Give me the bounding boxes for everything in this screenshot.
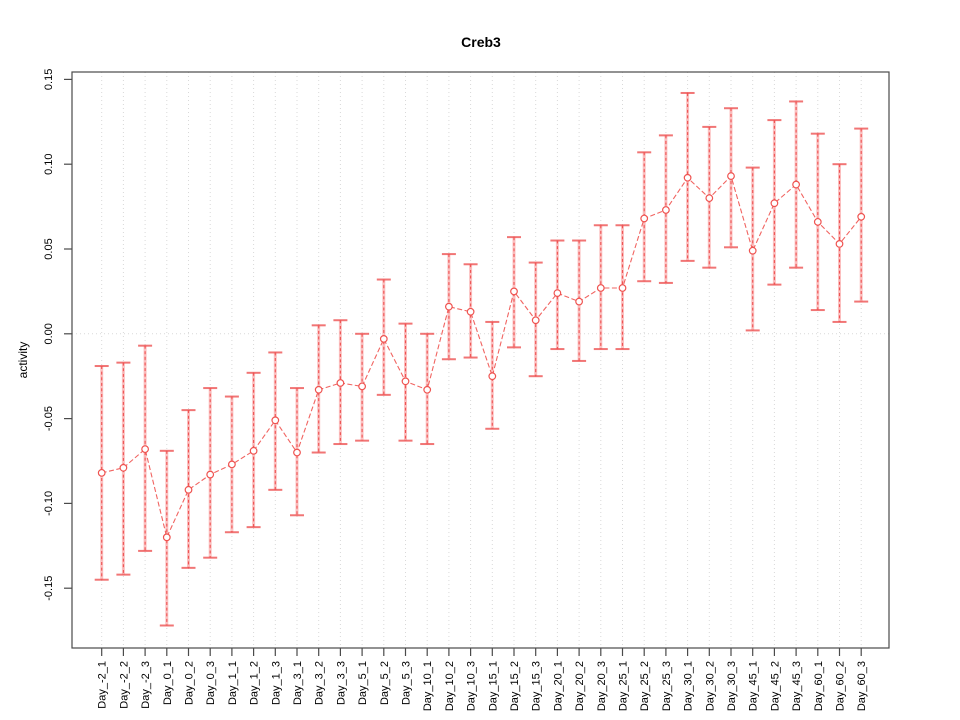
data-point bbox=[314, 385, 323, 394]
data-point bbox=[835, 240, 844, 248]
x-tick-label: Day_1_1 bbox=[227, 661, 239, 705]
x-tick-label: Day_3_2 bbox=[314, 661, 326, 705]
series-line-layer bbox=[101, 175, 862, 539]
y-tick-label: 0.15 bbox=[43, 69, 55, 90]
data-point bbox=[336, 379, 345, 387]
data-point bbox=[596, 284, 605, 292]
data-point bbox=[206, 470, 215, 479]
x-tick-label: Day_20_1 bbox=[552, 661, 564, 711]
x-tick-label: Day_15_2 bbox=[509, 661, 521, 711]
x-tick-label: Day_1_2 bbox=[249, 661, 261, 705]
data-point bbox=[401, 377, 410, 386]
y-axis-label: activity bbox=[16, 342, 30, 379]
data-point bbox=[488, 372, 497, 381]
x-tick-label: Day_15_3 bbox=[531, 661, 543, 711]
data-point bbox=[227, 460, 236, 469]
x-tick-label: Day_-2_1 bbox=[97, 661, 109, 709]
y-tick-label: 0.05 bbox=[43, 238, 55, 259]
data-point bbox=[618, 284, 627, 292]
data-point bbox=[683, 173, 692, 182]
x-tick-label: Day_45_2 bbox=[769, 661, 781, 711]
axis-layer: -0.15 -0.10 -0.05 0.00 0.05 0.10 0.15 Day_-2_1 D… bbox=[43, 69, 890, 711]
x-tick-label: Day_10_2 bbox=[444, 661, 456, 711]
data-point bbox=[466, 307, 475, 316]
x-tick-label: Day_3_3 bbox=[335, 661, 347, 705]
y-tick-label: -0.10 bbox=[43, 491, 55, 516]
x-tick-label: Day_25_3 bbox=[661, 661, 673, 711]
x-tick-label: Day_60_2 bbox=[835, 661, 847, 711]
data-point bbox=[97, 468, 106, 477]
data-point bbox=[640, 214, 649, 223]
x-tick-label: Day_30_2 bbox=[704, 661, 716, 711]
x-tick-label: Day_0_3 bbox=[205, 661, 217, 705]
x-tick-label: Day_3_1 bbox=[292, 661, 304, 705]
x-tick-label: Day_1_3 bbox=[270, 661, 282, 705]
data-point bbox=[184, 485, 193, 494]
x-tick-label: Day_30_3 bbox=[726, 661, 738, 711]
x-tick-label: Day_5_3 bbox=[401, 661, 413, 705]
data-point bbox=[531, 316, 540, 325]
y-tick-label: -0.05 bbox=[43, 406, 55, 431]
x-tick-label: Day_60_3 bbox=[856, 661, 868, 711]
data-point bbox=[249, 446, 258, 455]
x-tick-label: Day_-2_3 bbox=[140, 661, 152, 709]
data-point bbox=[792, 180, 800, 189]
data-point bbox=[162, 533, 171, 542]
grid-layer bbox=[72, 72, 889, 648]
data-point-layer bbox=[97, 172, 866, 542]
plot-frame bbox=[71, 71, 890, 649]
x-tick-label: Day_20_3 bbox=[596, 661, 608, 711]
x-tick-label: Day_10_3 bbox=[466, 661, 478, 711]
y-tick-label: -0.15 bbox=[43, 576, 55, 601]
data-point bbox=[748, 246, 757, 255]
x-tick-label: Day_5_2 bbox=[379, 661, 391, 705]
data-point bbox=[553, 289, 562, 297]
data-point bbox=[379, 334, 388, 343]
data-point bbox=[423, 385, 432, 394]
x-tick-label: Day_10_1 bbox=[422, 661, 434, 711]
y-tick-label: 0.10 bbox=[43, 153, 55, 174]
data-point bbox=[857, 212, 866, 221]
data-point bbox=[271, 416, 280, 425]
error-bar-layer bbox=[94, 91, 869, 627]
chart-title: Creb3 bbox=[461, 34, 501, 50]
x-tick-label: Day_5_1 bbox=[357, 661, 369, 705]
x-tick-label: Day_30_1 bbox=[683, 661, 695, 711]
x-tick-label: Day_45_1 bbox=[748, 661, 760, 711]
series-line bbox=[101, 175, 862, 539]
x-tick-label: Day_-2_2 bbox=[118, 661, 130, 709]
data-point bbox=[705, 194, 714, 203]
x-tick-label: Day_0_1 bbox=[162, 661, 174, 705]
data-point bbox=[813, 217, 822, 226]
data-point bbox=[510, 287, 518, 296]
x-tick-label: Day_45_3 bbox=[791, 661, 803, 711]
x-tick-label: Day_15_1 bbox=[487, 661, 499, 711]
data-point bbox=[141, 445, 150, 454]
x-tick-label: Day_20_2 bbox=[574, 661, 586, 711]
data-point bbox=[727, 172, 735, 180]
data-point bbox=[662, 206, 670, 214]
data-point bbox=[770, 199, 779, 208]
data-point bbox=[575, 297, 583, 306]
y-tick-label: 0.00 bbox=[43, 323, 55, 344]
x-tick-label: Day_60_1 bbox=[813, 661, 825, 711]
data-point bbox=[119, 463, 128, 472]
x-tick-label: Day_0_2 bbox=[184, 661, 196, 705]
x-tick-label: Day_25_2 bbox=[639, 661, 651, 711]
data-point bbox=[445, 302, 453, 311]
data-point bbox=[358, 382, 367, 391]
x-tick-label: Day_25_1 bbox=[618, 661, 630, 711]
data-point bbox=[293, 448, 301, 457]
